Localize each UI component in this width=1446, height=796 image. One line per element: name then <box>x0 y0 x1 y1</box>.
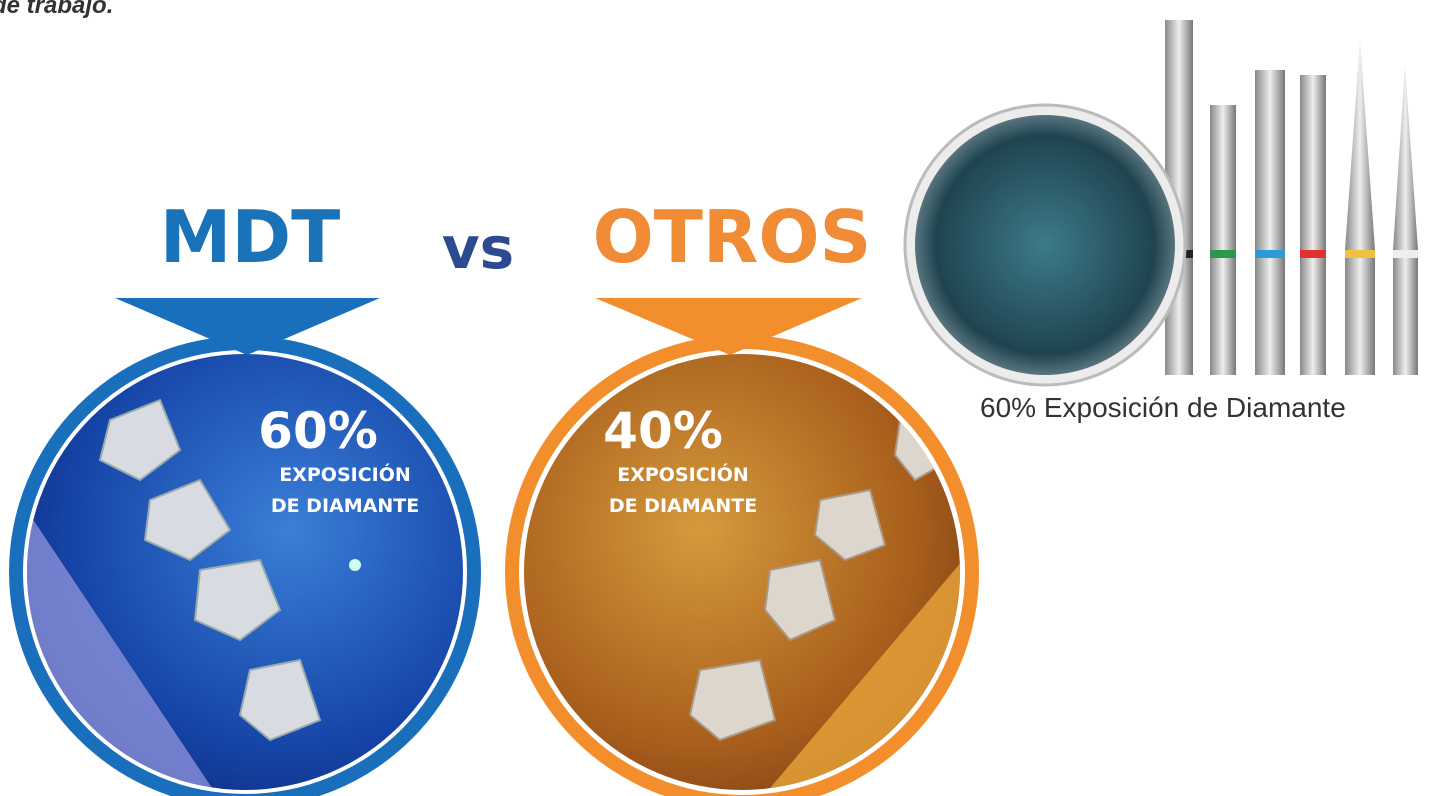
otros-circle <box>505 298 980 796</box>
label-line: DE DIAMANTE <box>271 495 419 517</box>
brand-otros: OTROS <box>593 195 872 279</box>
page: de trabajo. <box>0 0 1446 796</box>
percent: 60% <box>258 402 378 460</box>
label-line: DE DIAMANTE <box>609 495 757 517</box>
product-caption: 60% Exposición de Diamante <box>980 392 1346 424</box>
brand-mdt: MDT <box>160 195 341 279</box>
label-line: EXPOSICIÓN <box>279 462 411 486</box>
label-line: EXPOSICIÓN <box>617 462 749 486</box>
percent: 40% <box>603 402 723 460</box>
mdt-circle <box>9 298 481 796</box>
vs: vs <box>442 214 514 282</box>
product-image <box>905 20 1418 385</box>
